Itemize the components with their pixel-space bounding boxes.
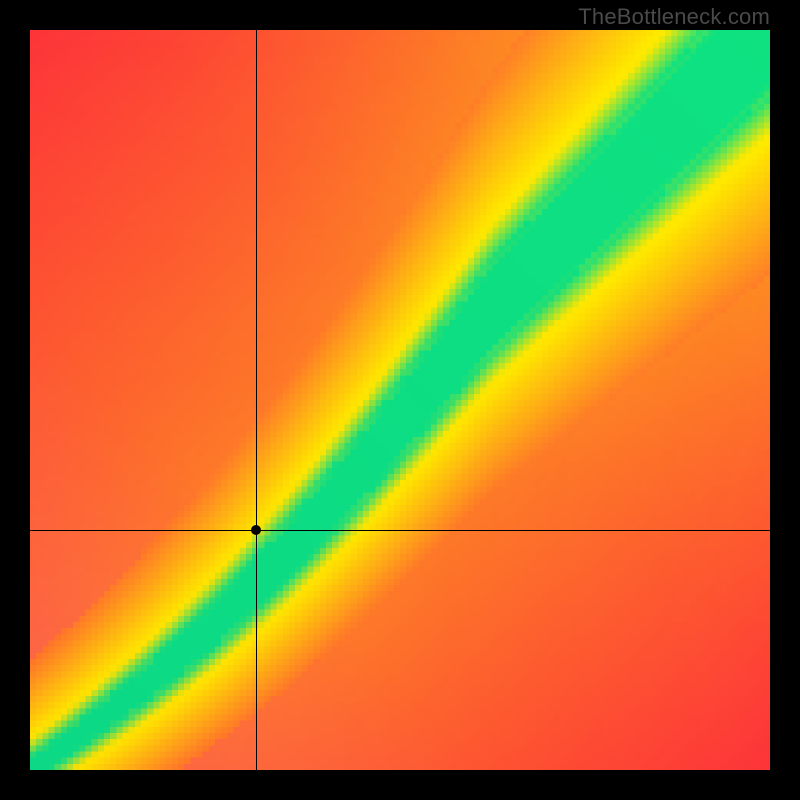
chart-frame: TheBottleneck.com bbox=[0, 0, 800, 800]
marker-dot bbox=[251, 525, 261, 535]
heatmap-canvas bbox=[30, 30, 770, 770]
crosshair-horizontal bbox=[30, 530, 770, 531]
crosshair-vertical bbox=[256, 30, 257, 770]
plot-area bbox=[30, 30, 770, 770]
watermark-text: TheBottleneck.com bbox=[578, 4, 770, 30]
